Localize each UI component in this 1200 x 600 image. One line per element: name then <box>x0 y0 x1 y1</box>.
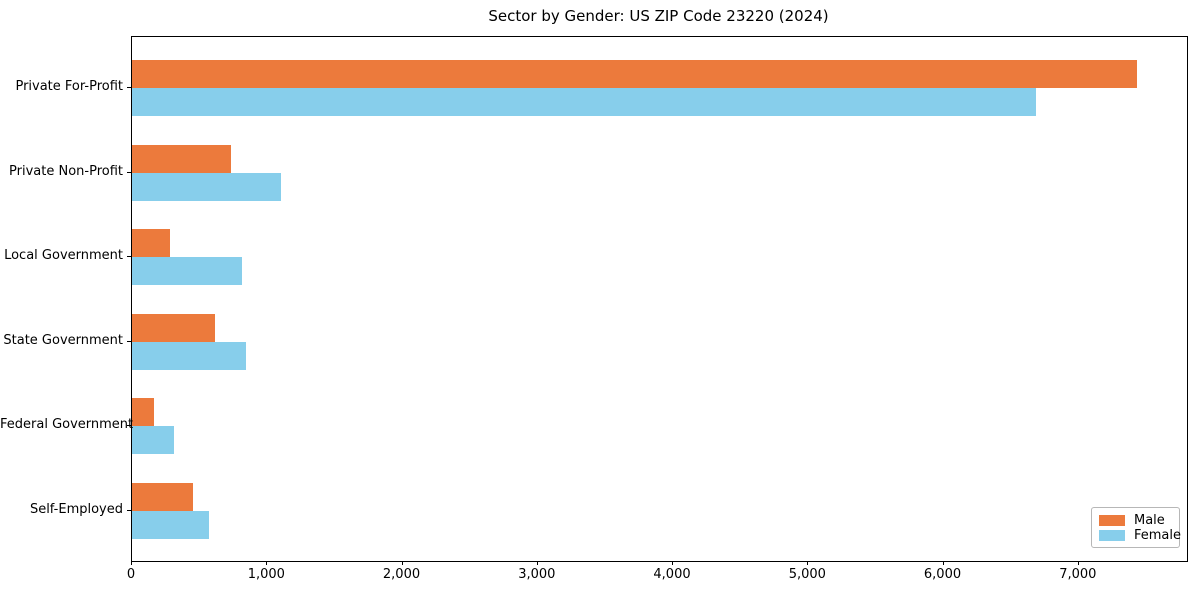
x-tick-label: 3,000 <box>518 567 556 582</box>
x-tick-label: 0 <box>126 567 136 582</box>
y-axis-label-local-government: Local Government <box>4 248 123 263</box>
y-axis-label-private-for-profit: Private For-Profit <box>15 79 123 94</box>
y-tick-mark <box>127 256 131 257</box>
y-tick-mark <box>127 171 131 173</box>
x-tick-mark <box>672 561 673 565</box>
x-tick-mark <box>401 561 403 565</box>
x-tick-label: 5,000 <box>788 567 826 582</box>
bar-male-federal-government <box>132 398 154 426</box>
x-tick-label: 7,000 <box>1059 567 1097 582</box>
x-tick-label: 2,000 <box>382 567 421 582</box>
bar-male-local-government <box>132 229 170 257</box>
x-tick-label: 6,000 <box>923 567 962 582</box>
bar-male-state-government <box>132 313 216 342</box>
x-tick-label: 4,000 <box>653 567 691 582</box>
legend-label-female: Female <box>1134 527 1182 543</box>
legend: Male Female <box>1091 507 1181 548</box>
bar-female-private-for-profit <box>132 88 1036 116</box>
bar-male-self-employed <box>132 482 193 511</box>
x-tick-label: 1,000 <box>247 567 285 582</box>
y-tick-mark <box>127 509 131 511</box>
bar-female-state-government <box>132 341 246 370</box>
y-tick-mark <box>127 87 131 88</box>
legend-swatch-female-icon <box>1099 529 1125 541</box>
bar-female-self-employed <box>132 510 210 539</box>
x-tick-mark <box>807 561 809 565</box>
bar-male-private-for-profit <box>132 60 1137 88</box>
legend-label-male: Male <box>1134 512 1165 528</box>
y-axis-label-federal-government: Federal Government <box>0 417 134 432</box>
y-axis-label-state-government: State Government <box>3 332 123 348</box>
x-tick-mark <box>942 561 944 565</box>
x-tick-mark <box>131 561 132 565</box>
bar-male-private-non-profit <box>132 144 231 173</box>
legend-entry-female: Female <box>1099 528 1181 543</box>
plot-area <box>131 36 1188 562</box>
legend-swatch-male-icon <box>1099 514 1125 526</box>
y-tick-mark <box>127 425 131 426</box>
y-axis-label-self-employed: Self-Employed <box>29 501 123 517</box>
bar-female-federal-government <box>132 426 174 454</box>
legend-entry-male: Male <box>1099 512 1171 528</box>
bar-female-local-government <box>132 257 242 285</box>
y-axis-label-private-non-profit: Private Non-Profit <box>9 163 123 179</box>
y-tick-mark <box>127 340 131 342</box>
x-tick-mark <box>1077 561 1079 565</box>
x-tick-mark <box>536 561 538 565</box>
x-tick-mark <box>266 561 268 565</box>
bar-female-private-non-profit <box>132 172 281 201</box>
chart-title: Sector by Gender: US ZIP Code 23220 (202… <box>488 7 829 25</box>
